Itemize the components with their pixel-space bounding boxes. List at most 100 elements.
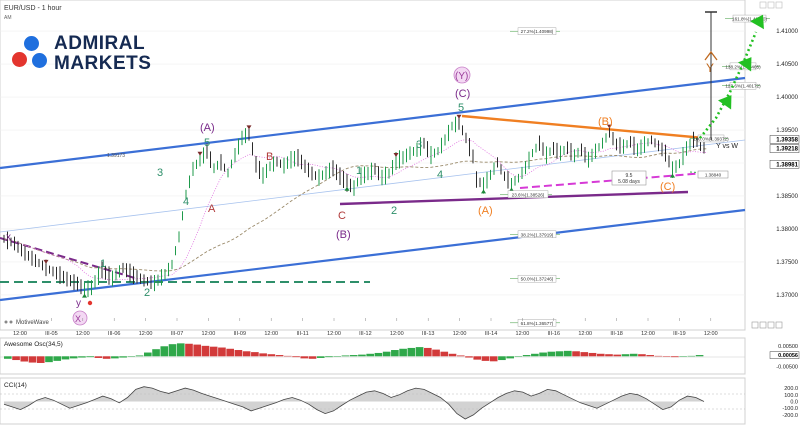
logo-dot-icon <box>32 53 47 68</box>
wave-label: (C) <box>455 88 470 100</box>
wave-label: (A) <box>478 205 493 217</box>
oscillator-bar <box>316 356 325 358</box>
price-tags: 1.39358 1.39218 1.38981 <box>769 135 800 169</box>
time-tick-label: III-06 <box>108 331 121 337</box>
time-measure-bars: 9.5 <box>626 173 633 179</box>
swing-marker <box>197 151 203 156</box>
oscillator-bar <box>399 348 407 357</box>
wave-label: 1 <box>356 165 362 177</box>
oscillator-bar <box>119 356 127 358</box>
projection-label: 1.38840 <box>705 173 722 178</box>
fib-label: 123.6%(1.40172) <box>725 84 761 89</box>
zoom-control-icon[interactable] <box>775 321 783 329</box>
price-tick-label: 1.38000 <box>776 227 798 233</box>
magenta-dashed-line <box>519 172 706 189</box>
oscillator-tick-label: -0.00500 <box>776 365 798 371</box>
oscillator-bar <box>424 347 432 357</box>
time-measure-box <box>611 170 647 186</box>
oscillator-title: Awesome Osc(34,5) <box>4 341 63 348</box>
wave-label: Y <box>706 61 714 75</box>
time-tick-label: 12:00 <box>264 331 278 337</box>
panel-control-icon[interactable] <box>759 1 767 9</box>
time-tick-label: 12:00 <box>76 331 90 337</box>
fib-label: 161.8%(1.41190) <box>732 17 767 22</box>
oscillator-bar <box>498 356 506 361</box>
oscillator-bar <box>358 354 366 357</box>
price-tick-label: 1.40500 <box>776 62 798 68</box>
fib-label: 61.8%(1.36577) <box>521 321 554 326</box>
oscillator-bar <box>415 347 424 357</box>
oscillator-bar <box>621 354 630 357</box>
oscillator-bar <box>209 346 218 357</box>
oscillator-bar <box>61 356 70 360</box>
oscillator-bar <box>646 355 654 357</box>
y-vs-w-label: Y vs W <box>716 143 738 150</box>
brand-logo: ADMIRAL MARKETS <box>8 30 168 78</box>
channel-upper-line <box>0 76 746 170</box>
oscillator-tick-label: 0.00500 <box>778 344 798 350</box>
oscillator-bar <box>135 355 144 357</box>
oscillator-bar <box>160 346 169 357</box>
oscillator-bar <box>86 356 94 358</box>
fib-label-box <box>729 81 757 90</box>
time-tick-label: 12:00 <box>578 331 592 337</box>
wave-label: B <box>266 151 273 163</box>
zoom-control-icon[interactable] <box>759 321 767 329</box>
time-tick-label: 12:00 <box>453 331 467 337</box>
oscillator-bar <box>382 351 391 357</box>
oscillator-bar <box>613 354 622 357</box>
oscillator-bar <box>391 350 399 357</box>
panel-control-icon[interactable] <box>767 1 775 9</box>
price-tag-box <box>769 135 800 144</box>
fib-label: 38.2%(1.37919) <box>521 232 554 237</box>
time-tick-label: III-12 <box>359 331 372 337</box>
oscillator-bar <box>671 356 679 358</box>
fib-label-box <box>732 14 767 23</box>
level-label: 1.39173 <box>107 153 125 159</box>
oscillator-bar <box>234 350 243 357</box>
oscillator-bar <box>489 356 498 362</box>
swing-marker <box>43 259 49 264</box>
oscillator-tag-box <box>769 351 800 359</box>
time-tick-label: III-19 <box>673 331 686 337</box>
oscillator-bar <box>506 356 514 359</box>
oscillator-bar <box>78 356 86 358</box>
oscillator-bar <box>547 351 556 357</box>
oscillator-bar <box>465 356 473 358</box>
oscillator-bar <box>473 356 482 360</box>
zoom-control-icon[interactable] <box>767 321 775 329</box>
oscillator-bar <box>242 351 251 357</box>
fib-label-box <box>517 319 557 327</box>
tool-dot-icon[interactable] <box>9 320 13 324</box>
oscillator-bar <box>596 353 605 357</box>
time-tick-label: III-16 <box>548 331 561 337</box>
cci-tick-label: 200.0 <box>784 386 798 392</box>
fib-label: 50.0%(1.37246) <box>521 277 554 282</box>
oscillator-bar <box>374 352 383 357</box>
price-tick-label: 1.41000 <box>776 29 798 35</box>
oscillator-bar <box>564 350 572 357</box>
panel-control-icon[interactable] <box>775 1 783 9</box>
oscillator-bar <box>144 352 152 357</box>
zoom-control-icon[interactable] <box>751 321 759 329</box>
swing-marker <box>670 173 675 178</box>
fib-label-box <box>517 27 557 35</box>
oscillator-bar <box>267 354 276 357</box>
wave-label: x <box>6 232 11 243</box>
oscillator-bar <box>69 356 78 359</box>
time-tick-label: 12:00 <box>139 331 153 337</box>
arrowhead-icon <box>718 95 732 110</box>
time-tick-label: III-05 <box>45 331 58 337</box>
arrowhead-icon <box>738 57 752 72</box>
logo-dot-icon <box>24 36 39 51</box>
fib-label-box <box>507 190 549 198</box>
oscillator-bar <box>201 345 210 357</box>
oscillator-bar <box>275 355 284 357</box>
wave-label: 4 <box>183 196 189 208</box>
x-wave-circle <box>72 310 88 326</box>
swing-marker <box>607 124 612 129</box>
cci-line <box>3 386 705 420</box>
toolbar-icons <box>4 1 783 329</box>
tool-dot-icon[interactable] <box>4 320 8 324</box>
